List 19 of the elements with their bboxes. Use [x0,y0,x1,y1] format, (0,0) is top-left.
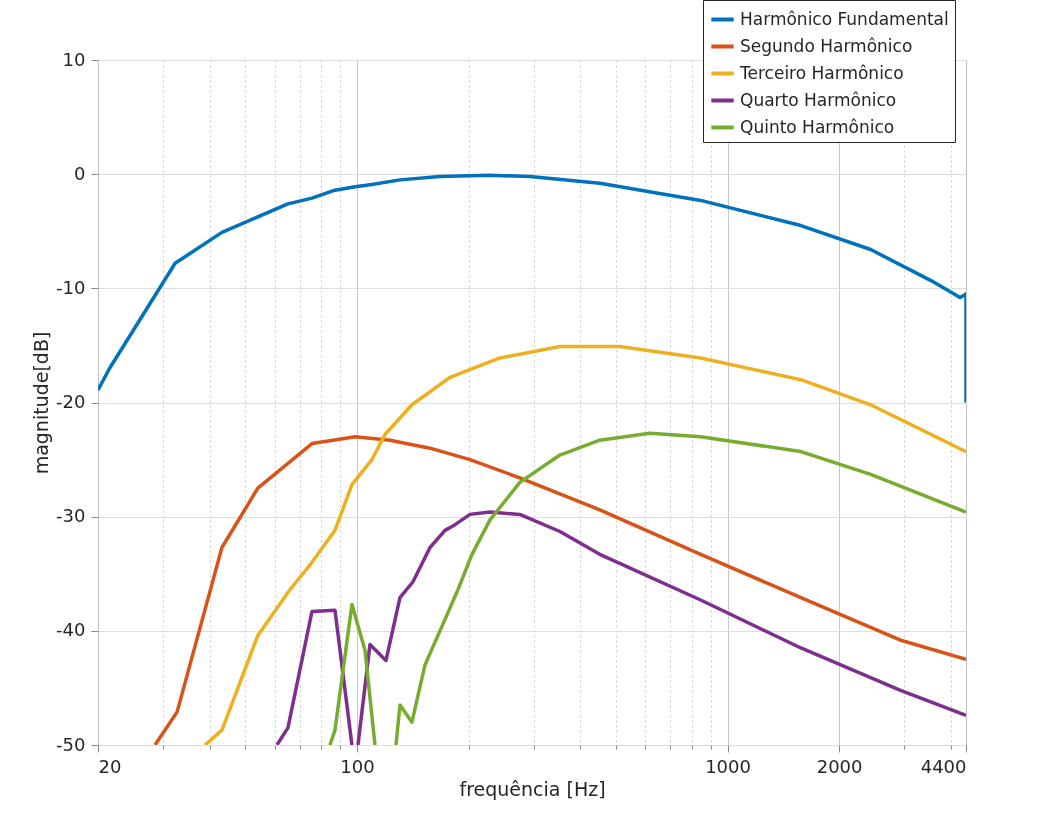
legend-label: Harmônico Fundamental [740,8,949,29]
legend-label: Quarto Harmônico [740,89,897,110]
x-tick-label: 2000 [816,755,863,777]
y-axis-title: magnitude[dB] [30,331,53,475]
y-tick-label: -50 [56,733,86,755]
x-tick-label: 4400 [920,755,967,777]
x-axis-title: frequência [Hz] [459,777,606,800]
y-tick-label: 10 [62,48,86,70]
y-tick-label: -10 [56,276,86,298]
y-tick-label: 0 [74,162,86,184]
y-tick-label: -20 [56,391,86,412]
y-tick-label: -40 [56,619,86,641]
legend-label: Segundo Harmônico [740,35,913,56]
x-tick-label: 1000 [705,755,751,777]
y-tick-label: -30 [56,505,86,527]
x-tick-label: 100 [340,755,375,777]
x-tick-label: 20 [98,755,122,777]
legend-label: Quinto Harmônico [740,116,895,137]
legend-label: Terceiro Harmônico [739,62,904,83]
